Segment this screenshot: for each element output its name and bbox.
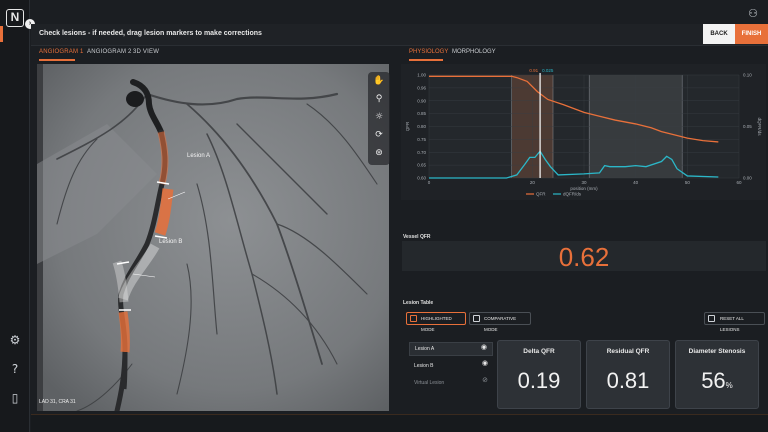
y-tick-label: 0.96 <box>417 85 426 90</box>
view-angle-label: LAD 31, CRA 31 <box>39 399 76 405</box>
metric-value: 0.81 <box>606 368 650 393</box>
lesion-item-label: Lesion A <box>415 346 435 352</box>
y2-tick-label: 0.05 <box>743 124 752 129</box>
rotate-zoom-icon[interactable]: ⟳ <box>375 130 383 140</box>
lesion-list-item-virtual[interactable]: Virtual Lesion ⊘ <box>409 376 493 390</box>
compare-mode-icon <box>473 315 480 322</box>
y-tick-label: 0.70 <box>417 150 426 155</box>
metric-title: Delta QFR <box>523 348 555 355</box>
reset-icon <box>708 315 715 322</box>
vessel-qfr-value: 0.62 <box>558 242 610 272</box>
tab-active-underline <box>39 59 75 61</box>
book-icon[interactable]: ▯ <box>11 391 19 405</box>
residual-qfr-card: Residual QFR 0.81 <box>586 340 670 409</box>
y-tick-label: 0.80 <box>417 124 426 129</box>
comparative-mode-button[interactable]: COMPARATIVE MODE <box>469 312 531 332</box>
y2-tick-label: 0.10 <box>743 73 752 78</box>
y2-tick-label: 0.00 <box>743 176 752 181</box>
y2-axis-label: dQFR/ds <box>757 117 762 136</box>
hand-icon[interactable]: ✋ <box>373 76 385 86</box>
lesion-list-item-a[interactable]: Lesion A ◉ <box>409 342 493 356</box>
tab-morphology[interactable]: MORPHOLOGY <box>452 49 496 55</box>
tab-physiology[interactable]: PHYSIOLOGY <box>409 49 449 55</box>
tab-angiogram-2[interactable]: ANGIOGRAM 2 <box>87 49 132 55</box>
y-tick-label: 0.90 <box>417 98 426 103</box>
marker-qfr-label: 0.91 <box>529 68 538 73</box>
app-logo: N <box>6 9 24 27</box>
legend-qfr-label: QFR <box>536 192 546 197</box>
marker-dqfr-label: 0.025 <box>542 68 554 73</box>
highlight-mode-icon <box>410 315 417 322</box>
rail-active-indicator <box>0 26 3 42</box>
diameter-stenosis-card: Diameter Stenosis 56% <box>675 340 759 409</box>
lesion-item-label: Lesion B <box>414 363 434 369</box>
viewer-toolbar: ✋ ⚲ ☼ ⟳ ⊛ <box>368 72 390 165</box>
bottom-divider <box>31 414 768 415</box>
y-tick-label: 0.75 <box>417 137 426 142</box>
lesion-a-label: Lesion A <box>187 153 211 159</box>
y-tick-label: 0.85 <box>417 111 426 116</box>
x-tick-label: 30 <box>581 180 587 185</box>
legend-dqfr-label: dQFR/ds <box>563 192 582 197</box>
x-tick-label: 40 <box>633 180 639 185</box>
tab-3d-view[interactable]: 3D VIEW <box>133 49 160 55</box>
eye-off-icon[interactable]: ⊘ <box>482 376 488 384</box>
vessel-qfr-box <box>402 241 766 271</box>
dqfr-series-line <box>429 150 719 179</box>
reset-icon[interactable]: ⊛ <box>375 148 383 158</box>
settings-icon[interactable]: ⚙ <box>9 333 21 347</box>
instruction-bar <box>31 24 768 46</box>
y-tick-label: 0.65 <box>417 163 426 168</box>
zoom-icon[interactable]: ⚲ <box>375 94 383 104</box>
user-settings-icon[interactable]: ⚇ <box>748 7 758 20</box>
reset-all-lesions-button[interactable]: RESET ALL LESIONS <box>704 312 765 332</box>
vessel-qfr-title: Vessel QFR <box>403 234 431 240</box>
y-tick-label: 1.00 <box>417 73 426 78</box>
metric-title: Diameter Stenosis <box>688 348 746 355</box>
instruction-text: Check lesions - if needed, drag lesion m… <box>39 30 262 37</box>
reset-label: RESET ALL LESIONS <box>720 316 744 332</box>
collapse-rail-button[interactable]: › <box>25 19 35 29</box>
tab-angiogram-1[interactable]: ANGIOGRAM 1 <box>39 49 84 55</box>
x-tick-label: 50 <box>685 180 691 185</box>
lesion-item-label: Virtual Lesion <box>414 380 445 386</box>
back-button[interactable]: BACK <box>703 24 735 44</box>
qfr-series-line <box>429 75 719 143</box>
bottom-bar <box>31 414 768 432</box>
lesion-b-label: Lesion B <box>159 239 183 245</box>
angiogram-viewer[interactable]: Lesion A Lesion B <box>37 64 389 411</box>
eye-icon[interactable]: ◉ <box>481 359 488 367</box>
left-rail: N ⚙ ? ▯ <box>0 0 30 432</box>
eye-icon[interactable]: ◉ <box>480 343 487 351</box>
x-tick-label: 60 <box>736 180 742 185</box>
finish-button[interactable]: FINISH <box>735 24 768 44</box>
lesion-table-title: Lesion Table <box>403 300 434 306</box>
help-icon[interactable]: ? <box>11 362 19 376</box>
highlighted-mode-label: HIGHLIGHTED MODE <box>421 316 452 332</box>
delta-qfr-card: Delta QFR 0.19 <box>497 340 581 409</box>
qfr-chart[interactable]: 0.60 0.65 0.70 0.75 0.80 0.85 0.90 0.96 1.00 0.10… <box>401 64 766 200</box>
metric-value: 56% <box>701 368 733 393</box>
metric-value: 0.19 <box>517 368 561 393</box>
comparative-mode-label: COMPARATIVE MODE <box>484 316 517 332</box>
highlighted-mode-button[interactable]: HIGHLIGHTED MODE <box>406 312 466 332</box>
angiogram-image[interactable] <box>37 64 389 411</box>
x-axis-label: position (mm) <box>570 186 598 191</box>
lesion-list-item-b[interactable]: Lesion B ◉ <box>409 359 493 373</box>
metric-title: Residual QFR <box>606 348 650 355</box>
qfr-chart-panel: 0.60 0.65 0.70 0.75 0.80 0.85 0.90 0.96 1.00 0.10… <box>401 64 766 200</box>
right-tab-underline <box>409 59 443 61</box>
brightness-icon[interactable]: ☼ <box>374 112 384 122</box>
y-axis-label: QFR <box>405 121 410 131</box>
x-tick-label: 0 <box>428 180 431 185</box>
y-tick-label: 0.60 <box>417 176 426 181</box>
x-tick-label: 20 <box>530 180 536 185</box>
